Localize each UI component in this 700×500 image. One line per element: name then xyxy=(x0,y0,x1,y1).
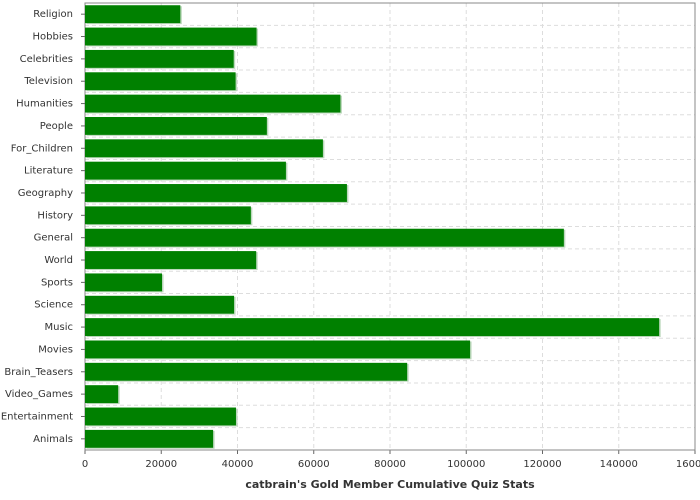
y-tick-label: World xyxy=(44,255,73,266)
y-tick-label: Science xyxy=(34,300,73,311)
plot-frame xyxy=(84,2,696,451)
y-tick-label: People xyxy=(40,121,73,132)
x-tick-label: 100000 xyxy=(447,459,485,470)
bar xyxy=(85,72,236,91)
y-tick-label: Celebrities xyxy=(20,54,73,65)
y-tick-label: Entertainment xyxy=(1,411,73,422)
x-tick-label: 60000 xyxy=(298,459,330,470)
bar xyxy=(85,295,235,314)
bar xyxy=(85,206,251,225)
y-tick-label: Animals xyxy=(33,434,73,445)
y-tick-label: Movies xyxy=(38,344,73,355)
bar xyxy=(85,228,564,247)
bar xyxy=(85,5,181,24)
bar xyxy=(85,139,323,158)
chart-title: catbrain's Gold Member Cumulative Quiz S… xyxy=(245,478,535,491)
y-tick-label: Video_Games xyxy=(5,389,73,400)
x-tick-label: 140000 xyxy=(600,459,638,470)
bar xyxy=(85,273,163,292)
bar xyxy=(85,94,341,113)
x-tick-label: 80000 xyxy=(374,459,406,470)
y-tick-label: Religion xyxy=(33,9,73,20)
y-tick-label: History xyxy=(37,210,73,221)
y-tick-label: Humanities xyxy=(16,99,73,110)
x-tick-label: 0 xyxy=(82,459,88,470)
bar xyxy=(85,407,236,426)
y-tick-label: Music xyxy=(45,322,73,333)
bar xyxy=(85,318,660,337)
bar xyxy=(85,429,214,448)
bar xyxy=(85,161,286,180)
bar xyxy=(85,385,119,404)
y-tick-label: Hobbies xyxy=(33,32,73,43)
x-tick-label: 20000 xyxy=(145,459,177,470)
x-tick-label: 120000 xyxy=(523,459,561,470)
bar xyxy=(85,251,257,269)
bar xyxy=(85,116,267,135)
bar xyxy=(85,27,257,46)
y-tick-label: For_Children xyxy=(11,143,73,154)
y-tick-label: Television xyxy=(23,76,73,87)
bar xyxy=(85,340,471,359)
bar xyxy=(85,362,408,381)
y-tick-label: Sports xyxy=(41,277,73,288)
y-tick-label: General xyxy=(34,233,73,244)
y-tick-label: Geography xyxy=(18,188,73,199)
y-tick-label: Literature xyxy=(24,166,73,177)
y-tick-label: Brain_Teasers xyxy=(4,367,73,378)
bar xyxy=(85,49,234,68)
x-tick-label: 160000 xyxy=(676,459,700,470)
x-tick-label: 40000 xyxy=(222,459,254,470)
bar xyxy=(85,184,347,202)
